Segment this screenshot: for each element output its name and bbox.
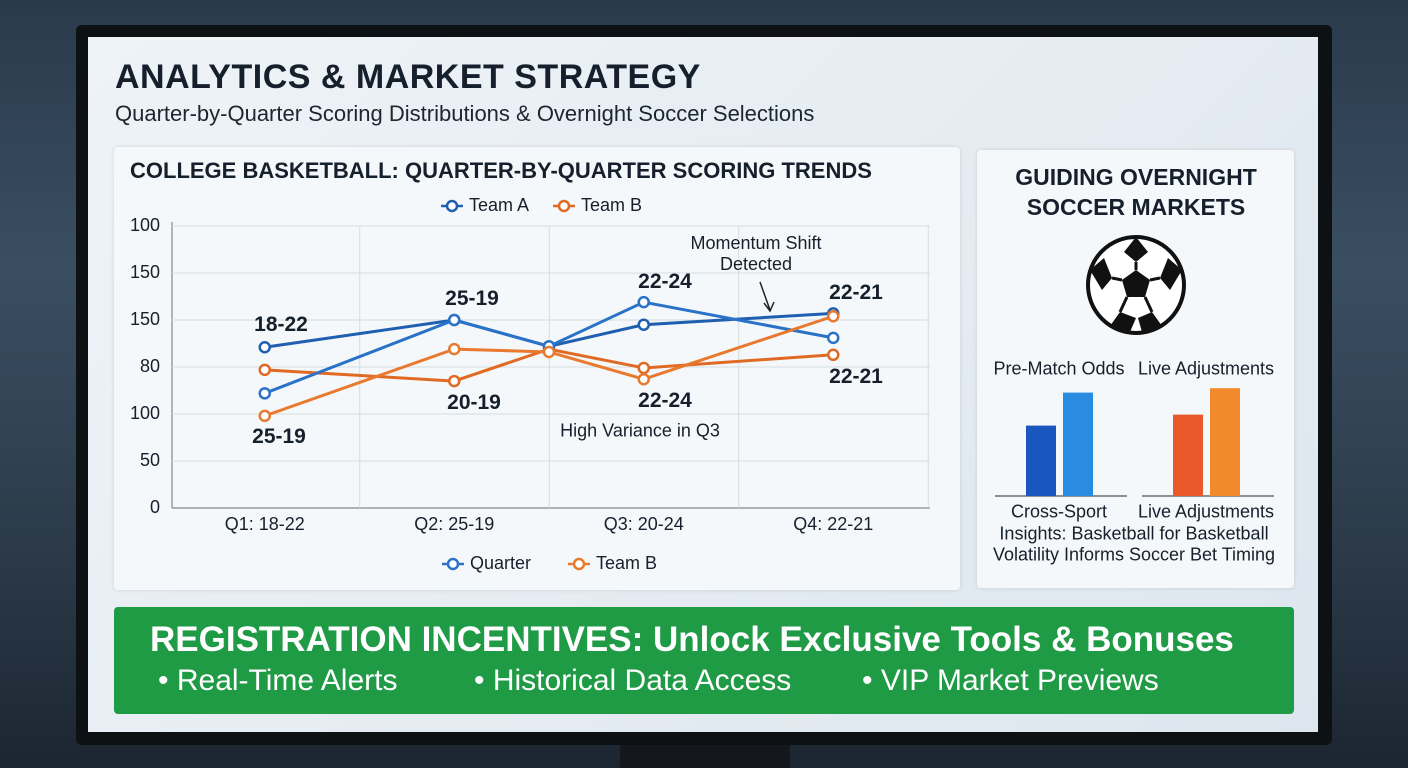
annotation: 22-24 (638, 270, 692, 293)
data-point (542, 345, 556, 359)
legend-swatch (557, 199, 571, 213)
group-footer: Cross-Sport (1010, 501, 1108, 522)
x-tick-label: Q4: 22-21 (793, 514, 873, 534)
y-tick-label: 150 (130, 262, 160, 282)
data-point (827, 309, 840, 323)
banner-title: REGISTRATION INCENTIVES: Unlock Exclusiv… (150, 620, 1234, 659)
panel-title: GUIDING OVERNIGHT SOCCER MARKETS (1015, 164, 1257, 220)
annotation-arrow (759, 281, 775, 313)
soccer-panel (977, 150, 1294, 588)
banner-item: VIP Market Previews (862, 664, 1159, 698)
data-point (258, 409, 271, 423)
data-point (448, 313, 461, 327)
group-label: Live Adjustments (1137, 358, 1275, 379)
data-point (637, 361, 650, 375)
annotation: High Variance in Q3 (560, 420, 720, 441)
annotation: 18-22 (254, 313, 308, 336)
monitor-stand (620, 745, 790, 768)
data-point (637, 295, 650, 309)
bar (1210, 388, 1240, 496)
page-subtitle: Quarter-by-Quarter Scoring Distributions… (115, 101, 815, 126)
annotation: 22-21 (829, 365, 883, 388)
banner-item: Real-Time Alerts (158, 664, 398, 698)
data-point (258, 363, 271, 377)
caption: Volatility Informs Soccer Bet Timing (992, 544, 1276, 565)
y-tick-label: 100 (130, 403, 160, 423)
y-tick-label: 100 (130, 215, 160, 235)
x-tick-label: Q1: 18-22 (225, 514, 305, 534)
annotation: 25-19 (252, 425, 306, 448)
group-footer: Live Adjustments (1137, 501, 1275, 522)
data-point (258, 341, 271, 354)
annotation: 25-19 (445, 287, 499, 310)
annotation: Momentum Shift Detected (690, 233, 822, 274)
y-tick-label: 0 (150, 497, 160, 517)
y-tick-label: 50 (140, 450, 160, 470)
legend-label: Quarter (470, 553, 531, 573)
data-point (637, 318, 650, 331)
page-title: ANALYTICS & MARKET STRATEGY (115, 58, 701, 96)
annotation: 22-24 (638, 389, 692, 412)
data-point (258, 387, 271, 400)
chart-title: COLLEGE BASKETBALL: QUARTER-BY-QUARTER S… (130, 158, 872, 183)
soccer-ball (1086, 235, 1186, 335)
legend-swatch (445, 199, 459, 213)
legend-label: Team B (581, 195, 642, 215)
bar (1063, 392, 1093, 496)
x-tick-label: Q3: 20-24 (604, 514, 684, 534)
bar (1173, 414, 1203, 496)
group-label: Pre-Match Odds (993, 358, 1125, 379)
legend-swatch (572, 557, 586, 571)
x-tick-label: Q2: 25-19 (414, 514, 494, 534)
legend-label: Team B (596, 553, 657, 573)
data-point (637, 372, 650, 386)
caption: Insights: Basketball for Basketball (999, 523, 1269, 544)
y-tick-label: 80 (140, 356, 160, 376)
data-point (448, 374, 461, 388)
data-point (827, 348, 840, 362)
legend-swatch (446, 557, 460, 571)
line-chart-panel (114, 147, 960, 590)
y-tick-label: 150 (130, 309, 160, 329)
data-point (448, 342, 461, 356)
legend-label: Team A (469, 195, 529, 215)
banner-item: Historical Data Access (474, 664, 791, 698)
annotation: 20-19 (447, 391, 501, 414)
annotation: 22-21 (829, 281, 883, 304)
bar (1026, 425, 1056, 496)
data-point (827, 331, 840, 345)
